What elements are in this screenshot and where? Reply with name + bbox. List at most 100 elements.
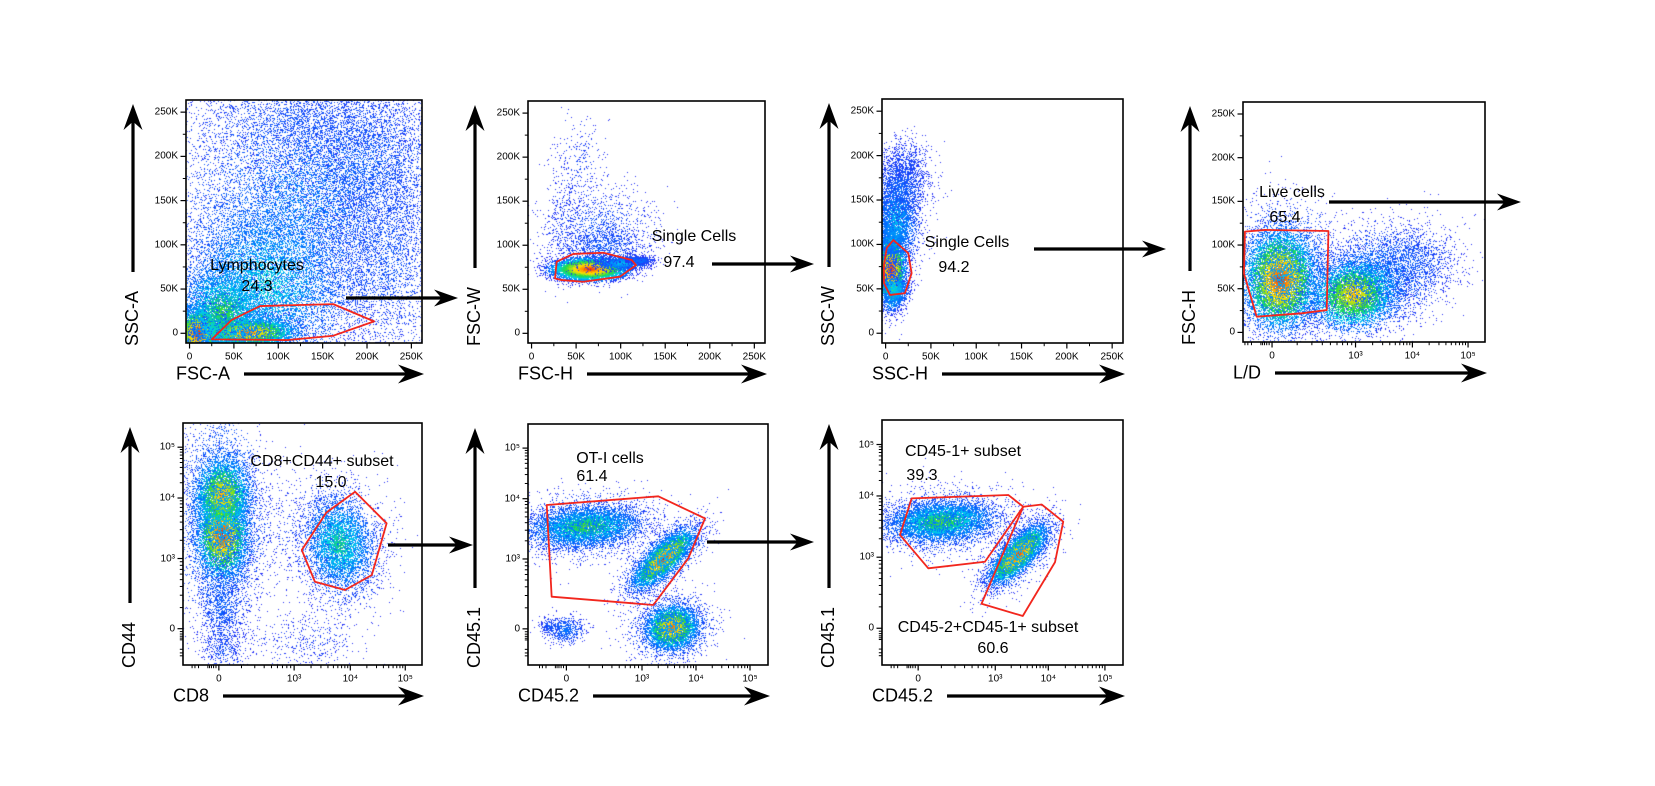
gate-name: Single Cells <box>651 228 737 245</box>
y-tick-label: 250K <box>850 105 874 117</box>
density-scatter-canvas-lymphocytes-plot <box>186 100 422 343</box>
gate-percentage: 94.2 <box>938 259 970 276</box>
x-tick-label: 0 <box>1269 350 1275 362</box>
gate-name: Single Cells <box>924 234 1010 251</box>
x-tick-label: 50K <box>225 351 243 363</box>
x-tick-label: 0 <box>915 673 921 685</box>
y-tick-label: 10³ <box>160 553 175 565</box>
x-tick-label: 250K <box>1100 351 1124 363</box>
x-axis-name: CD45.2 <box>872 685 934 706</box>
x-tick-label: 0 <box>528 351 535 363</box>
y-tick-label: 10³ <box>859 551 874 563</box>
x-tick-label: 10³ <box>286 673 302 685</box>
y-tick-label: 100K <box>496 239 520 251</box>
x-tick-label: 0 <box>216 673 222 685</box>
y-tick-label: 10³ <box>505 553 520 565</box>
x-tick-label: 250K <box>742 351 767 363</box>
x-tick-label: 10⁵ <box>1097 673 1113 685</box>
y-tick-label: 0 <box>172 327 178 339</box>
y-tick-label: 10⁴ <box>159 492 175 504</box>
y-tick-label: 10⁴ <box>504 493 520 505</box>
y-tick-label: 10⁵ <box>504 442 520 454</box>
x-tick-label: 50K <box>922 351 940 363</box>
gate-percentage: 24.3 <box>241 278 273 295</box>
gate-percentage: 39.3 <box>906 467 938 484</box>
gate-name: CD45-2+CD45-1+ subset <box>897 619 1079 636</box>
x-tick-label: 10³ <box>634 673 650 685</box>
x-axis-arrow-head <box>1461 363 1487 383</box>
connector-arrow-head <box>449 536 473 554</box>
x-tick-label: 10⁴ <box>1040 673 1056 685</box>
y-axis-name: FSC-W <box>464 287 484 346</box>
density-scatter-canvas-ot1-cells-plot <box>528 424 768 665</box>
y-tick-label: 200K <box>154 150 178 162</box>
x-axis-arrow-head <box>1099 686 1125 706</box>
x-tick-label: 10⁵ <box>1460 350 1476 362</box>
y-tick-label: 50K <box>502 283 520 295</box>
x-tick-label: 0 <box>186 351 193 363</box>
y-tick-label: 200K <box>850 150 874 162</box>
x-tick-label: 250K <box>399 351 424 363</box>
x-tick-label: 10³ <box>988 673 1003 685</box>
gate-percentage: 61.4 <box>576 468 608 485</box>
y-tick-label: 150K <box>154 195 178 207</box>
x-axis-arrow-head <box>1099 364 1125 384</box>
y-tick-label: 200K <box>1211 152 1235 164</box>
x-tick-label: 0 <box>563 673 570 685</box>
y-tick-label: 50K <box>1217 283 1235 295</box>
gate-name: Lymphocytes <box>210 257 304 274</box>
y-axis-arrow-head <box>819 103 839 129</box>
x-tick-label: 10⁴ <box>1404 350 1421 362</box>
x-tick-label: 150K <box>653 351 677 363</box>
gate-percentage: 15.0 <box>315 474 347 491</box>
y-tick-label: 0 <box>868 327 874 339</box>
x-tick-label: 200K <box>698 351 722 363</box>
y-axis-arrow-head <box>465 428 485 454</box>
y-axis-name: CD45.1 <box>818 606 838 668</box>
density-scatter-canvas-fsc-singlets-plot <box>528 101 765 343</box>
connector-arrow-head <box>1142 240 1166 258</box>
x-tick-label: 100K <box>964 351 988 363</box>
x-axis-name: CD45.2 <box>518 685 580 706</box>
y-tick-label: 0 <box>868 622 874 634</box>
gate-name: OT-I cells <box>576 450 644 467</box>
y-axis-arrow-head <box>123 104 143 130</box>
x-tick-label: 0 <box>882 351 889 363</box>
x-tick-label: 10⁵ <box>397 673 413 685</box>
x-axis-name: SSC-H <box>872 363 929 384</box>
y-tick-label: 100K <box>850 238 874 250</box>
y-tick-label: 250K <box>1211 108 1235 120</box>
y-tick-label: 100K <box>154 239 178 251</box>
y-tick-label: 200K <box>496 151 520 163</box>
y-axis-name: FSC-H <box>1179 290 1199 345</box>
y-axis-arrow-head <box>120 427 140 453</box>
gate-percentage: 97.4 <box>663 254 695 271</box>
x-tick-label: 10⁵ <box>742 673 758 685</box>
y-tick-label: 150K <box>496 195 520 207</box>
x-axis-arrow-head <box>398 364 424 384</box>
y-axis-name: SSC-A <box>122 290 142 346</box>
y-axis-name: SSC-W <box>818 286 838 346</box>
y-tick-label: 50K <box>856 283 874 295</box>
x-tick-label: 200K <box>1055 351 1079 363</box>
y-tick-label: 0 <box>514 623 520 635</box>
x-tick-label: 10³ <box>1348 350 1363 362</box>
y-axis-arrow-head <box>465 105 485 131</box>
y-tick-label: 250K <box>496 107 520 119</box>
x-tick-label: 150K <box>310 351 335 363</box>
gate-percentage: 65.4 <box>1269 209 1301 226</box>
gate-name: CD45-1+ subset <box>904 443 1022 460</box>
density-scatter-canvas-ssc-singlets-plot <box>882 99 1123 343</box>
y-tick-label: 100K <box>1211 239 1235 251</box>
y-tick-label: 250K <box>154 106 178 118</box>
y-tick-label: 150K <box>1211 195 1235 207</box>
y-tick-label: 50K <box>160 283 178 295</box>
x-tick-label: 10⁴ <box>342 673 359 685</box>
y-tick-label: 10⁴ <box>858 490 874 502</box>
y-tick-label: 10⁵ <box>858 439 874 450</box>
x-tick-label: 10⁴ <box>688 673 704 685</box>
x-tick-label: 150K <box>1009 351 1034 363</box>
y-axis-name: CD45.1 <box>464 606 484 668</box>
connector-arrow-head <box>1497 193 1521 211</box>
